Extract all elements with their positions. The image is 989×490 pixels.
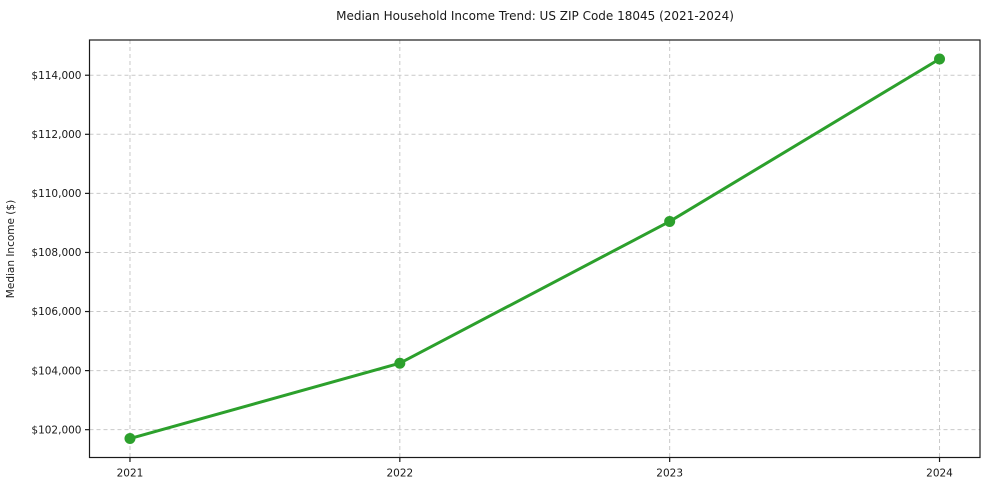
x-tick-label: 2023 [656,468,683,480]
y-tick-label: $102,000 [31,424,81,436]
x-tick-label: 2021 [117,468,144,480]
y-tick-label: $108,000 [31,247,81,259]
data-point-2022 [394,357,406,369]
data-point-2024 [934,53,946,65]
series-line [128,57,942,441]
data-point-2023 [664,215,676,227]
y-tick-label: $110,000 [31,188,81,200]
chart-title: Median Household Income Trend: US ZIP Co… [336,9,734,23]
y-tick-label: $114,000 [31,70,81,82]
x-tick-label: 2022 [386,468,413,480]
y-tick-label: $106,000 [31,306,81,318]
y-tick-label: $112,000 [31,129,81,141]
x-tick-label: 2024 [926,468,953,480]
plot-border [88,39,981,459]
y-tick-label: $104,000 [31,365,81,377]
data-point-2021 [124,433,136,445]
